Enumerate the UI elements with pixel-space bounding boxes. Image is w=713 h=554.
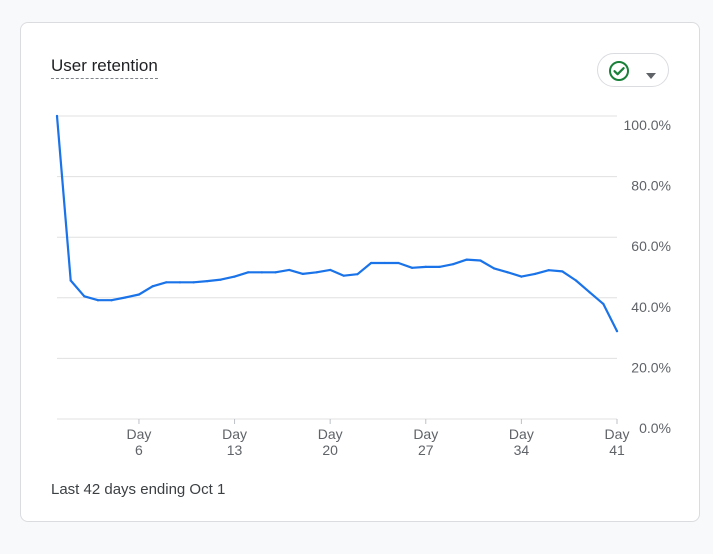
x-tick-label: Day (509, 426, 534, 442)
data-point (315, 271, 318, 274)
data-point (424, 265, 427, 268)
y-tick-label: 20.0% (631, 359, 671, 375)
data-point (451, 263, 455, 266)
data-point (602, 302, 605, 305)
data-point (370, 261, 373, 265)
card-title[interactable]: User retention (51, 56, 158, 79)
x-tick-label: Day (126, 426, 151, 442)
data-point (615, 330, 619, 333)
data-point (588, 291, 591, 294)
y-tick-label: 100.0% (624, 117, 671, 133)
x-tick-label: 20 (322, 442, 338, 458)
data-point (520, 275, 523, 278)
data-point (247, 271, 250, 274)
x-tick-label: Day (318, 426, 343, 442)
data-point (342, 274, 345, 277)
data-point (260, 271, 263, 274)
data-point (137, 293, 141, 296)
date-range-label: Last 42 days ending Oct 1 (51, 481, 226, 498)
data-point (574, 279, 578, 282)
data-point (356, 273, 359, 276)
data-point (178, 281, 182, 284)
caret-down-icon (645, 67, 657, 85)
y-tick-label: 40.0% (631, 299, 671, 315)
data-point (492, 267, 496, 270)
data-point (533, 272, 537, 275)
data-point (55, 114, 59, 118)
data-point (301, 272, 304, 275)
data-point (479, 259, 482, 262)
y-tick-label: 80.0% (631, 178, 671, 194)
data-point (274, 271, 277, 274)
data-point (383, 261, 386, 265)
data-point (561, 270, 564, 273)
data-point (411, 266, 414, 269)
y-tick-label: 60.0% (631, 238, 671, 254)
data-point (206, 280, 209, 283)
retention-series-line (55, 114, 619, 333)
data-point (219, 278, 223, 281)
x-tick-label: Day (413, 426, 438, 442)
check-circle-icon (608, 60, 630, 87)
data-point (124, 296, 127, 299)
data-point (329, 268, 332, 272)
x-tick-label: 27 (418, 442, 434, 458)
x-tick-label: 13 (227, 442, 243, 458)
data-point (151, 285, 154, 288)
x-tick-label: Day (222, 426, 247, 442)
y-tick-label: 0.0% (639, 420, 671, 436)
data-point (438, 265, 441, 268)
data-point (110, 299, 113, 302)
data-point (165, 281, 168, 284)
x-tick-label: 41 (609, 442, 625, 458)
data-point (465, 258, 468, 261)
data-point (233, 275, 236, 278)
status-dropdown-button[interactable] (597, 53, 669, 87)
data-point (192, 281, 195, 284)
data-point (547, 269, 550, 272)
data-point (506, 271, 509, 274)
x-tick-label: 34 (514, 442, 530, 458)
data-point (83, 295, 86, 298)
x-tick-label: 6 (135, 442, 143, 458)
data-point (96, 299, 100, 302)
data-point (397, 261, 400, 265)
x-tick-label: Day (605, 426, 630, 442)
data-point (69, 279, 72, 282)
data-point (288, 268, 291, 272)
